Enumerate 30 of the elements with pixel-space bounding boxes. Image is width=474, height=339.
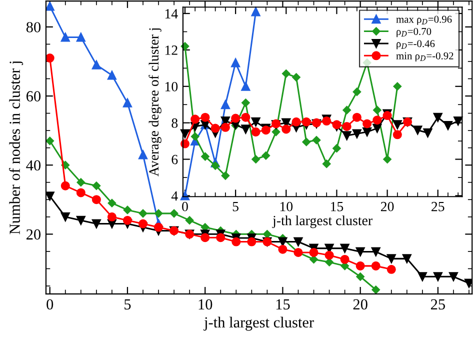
legend-label: ρ$_{D}$=0.70: [396, 28, 432, 38]
y-tick-label: 10: [165, 82, 178, 92]
x-axis-title: j-th largest cluster: [272, 215, 372, 228]
x-tick-label: 10: [198, 299, 212, 310]
legend-label: max ρ$_{D}$=0.96: [396, 16, 452, 25]
y-tick-label: 12: [165, 46, 178, 55]
x-tick-label: 10: [280, 202, 293, 212]
x-tick-label: 0: [182, 202, 188, 212]
y-tick-label: 4: [171, 191, 178, 201]
legend-label: min ρ$_{D}$=-0.92: [396, 52, 454, 62]
y-tick-label: 8: [172, 118, 178, 128]
x-tick-label: 15: [276, 299, 290, 310]
x-tick-label: 15: [330, 202, 344, 212]
legend-label: ρ$_{D}$=-0.46: [396, 40, 435, 50]
x-tick-label: 0: [46, 299, 54, 310]
y-tick-label: 40: [26, 160, 41, 171]
y-tick-label: 20: [26, 229, 41, 240]
y-tick-label: 80: [26, 22, 41, 32]
x-axis-title: j-th largest cluster: [204, 316, 314, 331]
y-axis-title: Number of nodes in cluster j: [9, 62, 24, 234]
y-tick-label: 14: [165, 9, 178, 18]
x-tick-label: 20: [380, 202, 394, 212]
y-tick-label: 6: [172, 154, 178, 164]
y-tick-label: 60: [26, 91, 41, 102]
x-tick-label: 20: [353, 299, 368, 310]
y-axis-title: Average degree of cluster j: [148, 28, 162, 176]
x-tick-label: 5: [124, 299, 131, 310]
x-tick-label: 5: [232, 202, 238, 212]
x-tick-label: 25: [432, 202, 444, 212]
x-tick-label: 25: [430, 299, 445, 310]
